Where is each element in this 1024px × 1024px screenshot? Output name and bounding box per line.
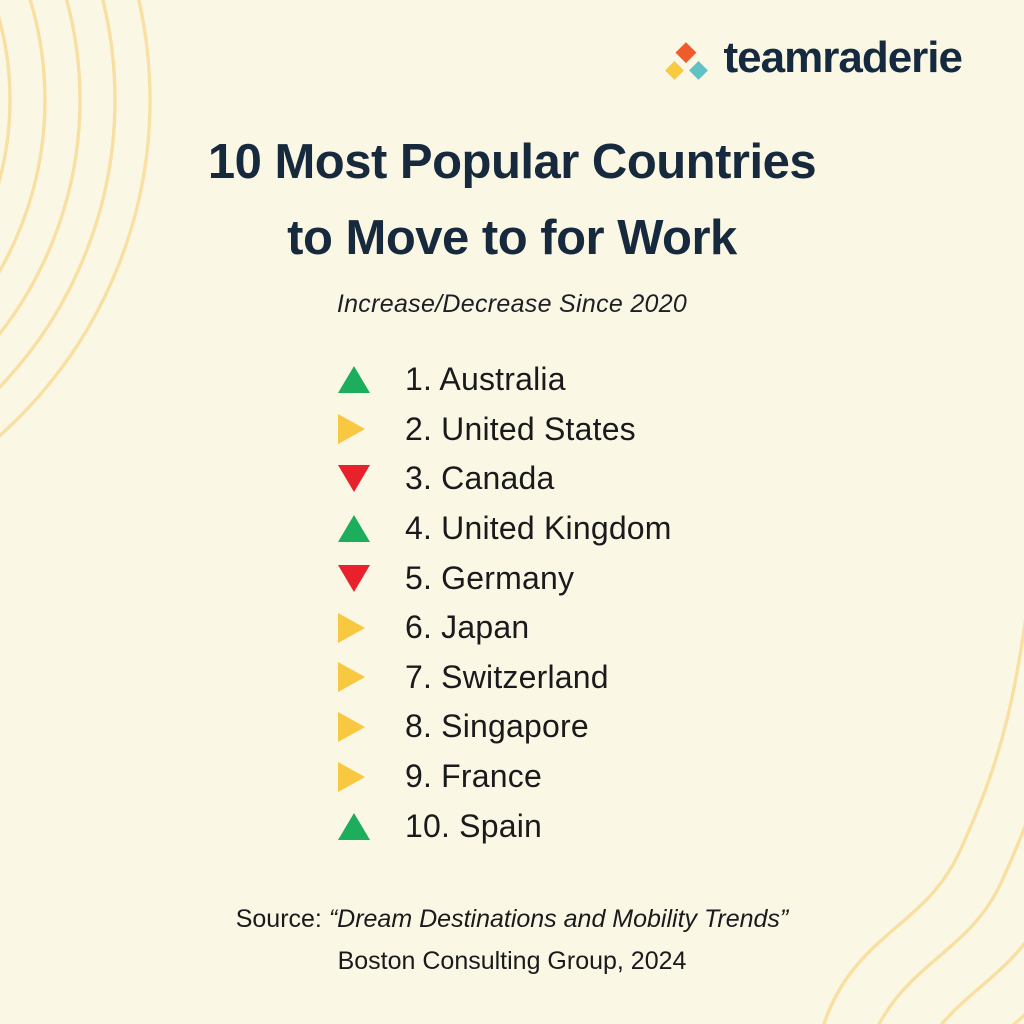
source-prefix: Source: xyxy=(235,905,329,933)
list-item: 10. Spain xyxy=(338,801,672,851)
list-item: 7. Switzerland xyxy=(338,653,672,703)
page-title: 10 Most Popular Countries to Move to for… xyxy=(0,124,1024,276)
list-item: 1. Australia xyxy=(338,355,672,405)
trend-up-icon xyxy=(338,812,370,840)
title-line-1: 10 Most Popular Countries xyxy=(207,135,817,189)
list-item: 4. United Kingdom xyxy=(338,504,672,554)
country-label: 6. Japan xyxy=(405,609,530,646)
country-ranking-list: 1. Australia 2. United States 3. Canada 4. … xyxy=(338,355,672,851)
trend-right-icon xyxy=(338,414,370,445)
country-label: 8. Singapore xyxy=(405,708,589,745)
country-label: 9. France xyxy=(405,758,542,795)
source-report-title: “Dream Destinations and Mobility Trends” xyxy=(328,905,789,933)
trend-down-icon xyxy=(338,564,370,592)
trend-right-icon xyxy=(338,612,370,643)
country-label: 10. Spain xyxy=(405,807,543,844)
source-line-1: Source: “Dream Destinations and Mobility… xyxy=(0,898,1024,940)
country-label: 2. United States xyxy=(405,410,636,447)
list-item: 2. United States xyxy=(338,405,672,455)
title-line-2: to Move to for Work xyxy=(287,211,737,265)
list-item: 9. France xyxy=(338,752,672,802)
trend-right-icon xyxy=(338,662,370,693)
list-item: 3. Canada xyxy=(338,454,672,504)
source-line-2: Boston Consulting Group, 2024 xyxy=(337,947,687,975)
list-item: 6. Japan xyxy=(338,603,672,653)
country-label: 7. Switzerland xyxy=(405,658,609,695)
trend-down-icon xyxy=(338,465,370,493)
trend-right-icon xyxy=(338,711,370,742)
country-label: 1. Australia xyxy=(405,361,566,398)
brand-name: teamraderie xyxy=(723,33,963,82)
source-citation: Source: “Dream Destinations and Mobility… xyxy=(0,898,1024,982)
teamraderie-diamonds-icon xyxy=(664,39,710,81)
list-item: 5. Germany xyxy=(338,553,672,603)
trend-up-icon xyxy=(338,515,370,543)
country-label: 3. Canada xyxy=(405,460,555,497)
teamraderie-logo: teamraderie xyxy=(664,33,963,84)
country-label: 5. Germany xyxy=(405,559,575,596)
country-label: 4. United Kingdom xyxy=(405,510,672,547)
trend-up-icon xyxy=(338,366,370,394)
subtitle: Increase/Decrease Since 2020 xyxy=(336,290,688,318)
list-item: 8. Singapore xyxy=(338,702,672,752)
trend-right-icon xyxy=(338,761,370,792)
